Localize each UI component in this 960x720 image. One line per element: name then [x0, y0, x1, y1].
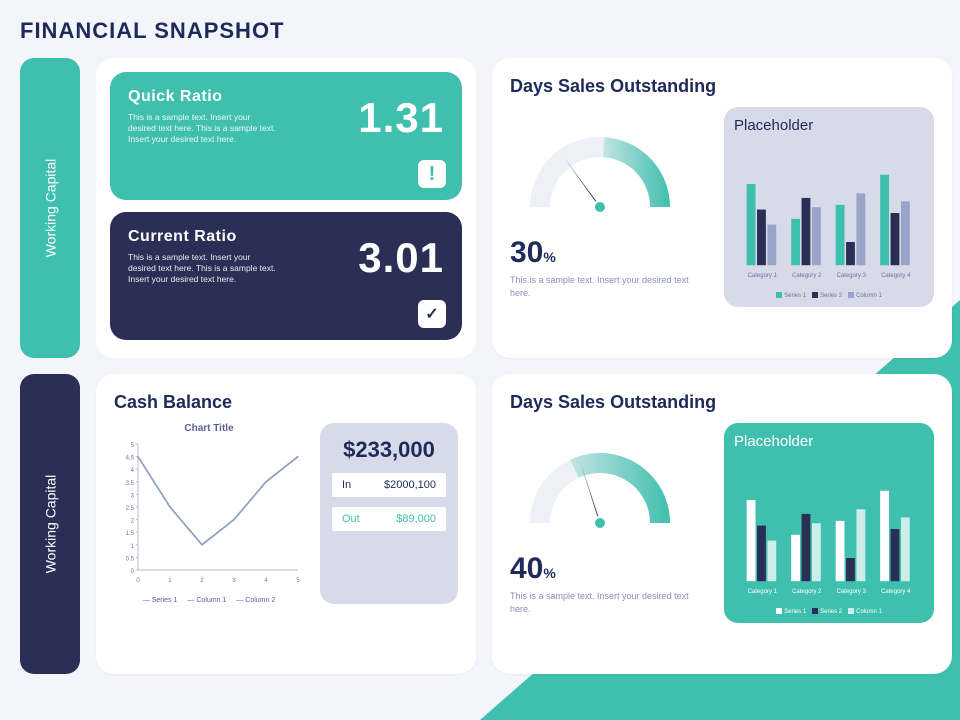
svg-text:Category 2: Category 2: [792, 273, 822, 279]
side-label-top: Working Capital: [20, 58, 80, 358]
dso-card-1: Days Sales Outstanding 30% This is a sam…: [492, 58, 952, 358]
quick-ratio-value: 1.31: [358, 94, 444, 142]
balance-out-row: Out $89,000: [332, 507, 446, 531]
dso2-title: Days Sales Outstanding: [510, 392, 934, 413]
svg-text:Category 3: Category 3: [837, 273, 867, 279]
svg-text:1: 1: [131, 544, 135, 550]
dso1-title: Days Sales Outstanding: [510, 76, 934, 97]
svg-text:2: 2: [131, 519, 135, 525]
side-label-bottom: Working Capital: [20, 374, 80, 674]
dso1-percent: 30%: [510, 236, 710, 270]
side-label-text: Working Capital: [42, 475, 58, 574]
dso2-chart-box: Placeholder Category 1Category 2Category…: [724, 423, 934, 623]
line-chart-title: Chart Title: [114, 423, 304, 434]
page-title: FINANCIAL SNAPSHOT: [20, 18, 940, 44]
dso1-legend: Series 1Series 2Column 1: [734, 292, 924, 299]
svg-text:Category 4: Category 4: [881, 273, 911, 279]
dso1-chart-title: Placeholder: [734, 117, 924, 134]
current-ratio-title: Current Ratio: [128, 228, 344, 246]
dso2-gauge: [510, 423, 690, 543]
dso-card-2: Days Sales Outstanding 40% This is a sam…: [492, 374, 952, 674]
current-ratio-desc: This is a sample text. Insert your desir…: [128, 252, 278, 285]
svg-text:0: 0: [136, 578, 140, 584]
svg-text:Category 3: Category 3: [837, 589, 867, 595]
line-legend: — Series 1— Column 1— Column 2: [114, 597, 304, 604]
dso2-note: This is a sample text. Insert your desir…: [510, 590, 710, 615]
quick-ratio-desc: This is a sample text. Insert your desir…: [128, 112, 278, 145]
svg-text:4: 4: [264, 578, 268, 584]
svg-text:0.5: 0.5: [126, 556, 135, 562]
cash-balance-card: Cash Balance Chart Title 0 0.5 1 1.5 2 2.5 3 3.…: [96, 374, 476, 674]
svg-text:Category 1: Category 1: [748, 589, 778, 595]
svg-text:4: 4: [131, 468, 135, 474]
current-ratio-value: 3.01: [358, 234, 444, 282]
side-label-text: Working Capital: [42, 159, 58, 258]
cash-line-chart: 0 0.5 1 1.5 2 2.5 3 3.5 4 4.5 5 0 1 2 3 4 5: [114, 438, 304, 588]
dso2-legend: Series 1Series 2Column 1: [734, 608, 924, 615]
dso2-bar-chart: Category 1 Category 2 Category 3 Category 4: [734, 456, 924, 606]
check-icon: ✓: [418, 300, 446, 328]
svg-text:Category 1: Category 1: [748, 273, 778, 279]
svg-text:Category 2: Category 2: [792, 589, 822, 595]
balance-box: $233,000 In $2000,100 Out $89,000: [320, 423, 458, 604]
svg-text:4.5: 4.5: [126, 456, 135, 462]
ratio-panel: Quick Ratio This is a sample text. Inser…: [96, 58, 476, 358]
dso2-percent: 40%: [510, 552, 710, 586]
svg-text:3.5: 3.5: [126, 481, 135, 487]
svg-text:2.5: 2.5: [126, 506, 135, 512]
svg-text:5: 5: [131, 443, 135, 449]
quick-ratio-title: Quick Ratio: [128, 88, 344, 106]
dso1-chart-box: Placeholder Category 1Category 2Category…: [724, 107, 934, 307]
svg-text:Category 4: Category 4: [881, 589, 911, 595]
cash-title: Cash Balance: [114, 392, 458, 413]
balance-in-row: In $2000,100: [332, 473, 446, 497]
dso1-bar-chart: Category 1 Category 2 Category 3 Category 4: [734, 140, 924, 290]
svg-text:1: 1: [168, 578, 172, 584]
svg-text:5: 5: [296, 578, 300, 584]
alert-icon: !: [418, 160, 446, 188]
dso1-note: This is a sample text. Insert your desir…: [510, 274, 710, 299]
dso2-chart-title: Placeholder: [734, 433, 924, 450]
svg-text:3: 3: [232, 578, 236, 584]
quick-ratio-card: Quick Ratio This is a sample text. Inser…: [110, 72, 462, 200]
svg-text:3: 3: [131, 493, 135, 499]
svg-text:2: 2: [200, 578, 204, 584]
dso1-gauge: [510, 107, 690, 227]
balance-total: $233,000: [332, 437, 446, 463]
current-ratio-card: Current Ratio This is a sample text. Ins…: [110, 212, 462, 340]
svg-text:0: 0: [131, 569, 135, 575]
svg-text:1.5: 1.5: [126, 531, 135, 537]
